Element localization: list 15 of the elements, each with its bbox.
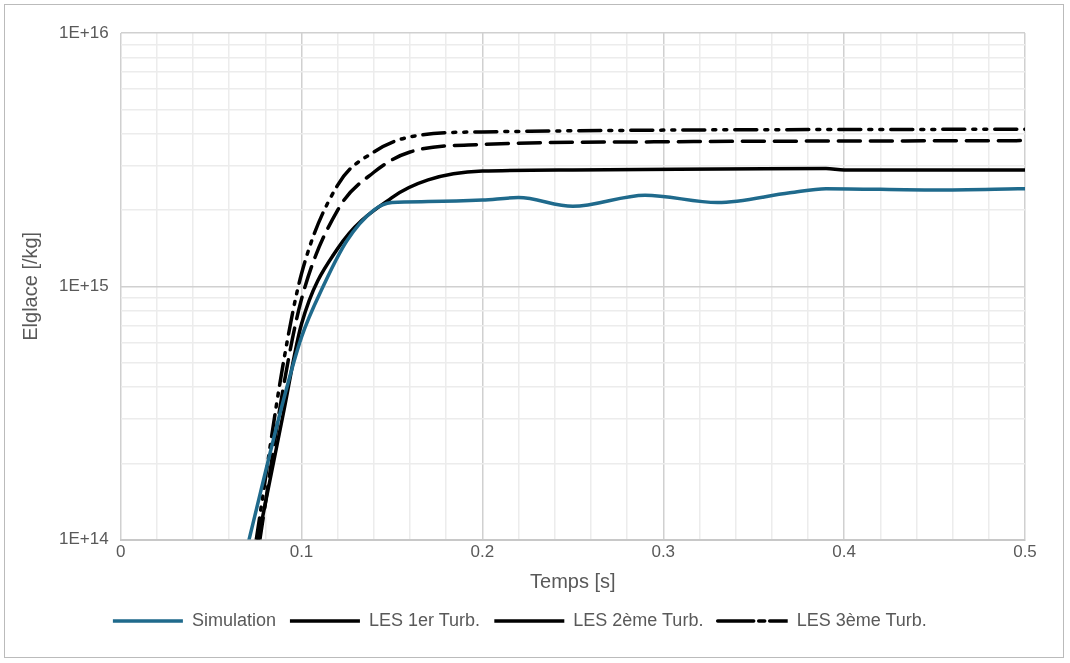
y-tick-label: 1E+15 [58, 275, 109, 295]
x-tick-label: 0.1 [289, 542, 314, 562]
x-tick-label: 0.5 [1013, 542, 1037, 562]
y-tick-label: 1E+14 [58, 529, 109, 549]
legend-label: LES 2ème Turb. [573, 609, 704, 630]
x-tick-label: 0.2 [470, 542, 495, 562]
legend-label: Simulation [191, 609, 276, 630]
legend-label: LES 3ème Turb. [796, 609, 927, 630]
x-tick-label: 0.4 [832, 542, 856, 562]
x-axis-title: Temps [s] [530, 569, 616, 592]
y-axis-title: Elglace [/kg] [18, 231, 41, 341]
legend-label: LES 1er Turb. [368, 609, 480, 630]
y-tick-label: 1E+16 [58, 22, 109, 42]
x-tick-label: 0.3 [651, 542, 676, 562]
x-tick-label: 0 [115, 542, 126, 562]
